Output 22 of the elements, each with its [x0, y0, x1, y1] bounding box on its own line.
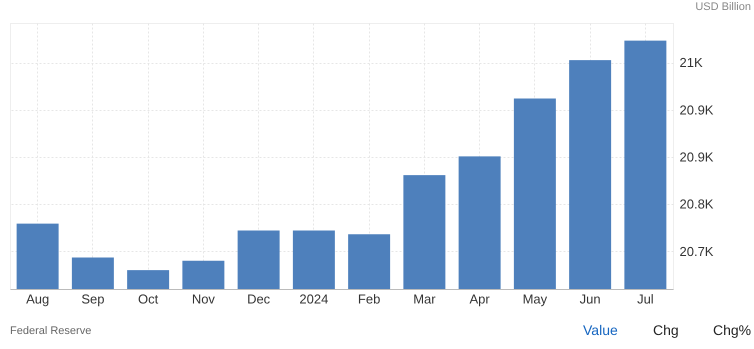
y-tick-label: 20.8K — [680, 196, 714, 212]
text: Chg% — [713, 322, 752, 338]
x-tick-label: May — [522, 292, 548, 306]
x-tick-label: Oct — [138, 292, 159, 306]
x-tick-label: Aug — [26, 292, 50, 306]
x-tick-label: Apr — [470, 292, 490, 306]
x-tick-label: Feb — [358, 292, 380, 306]
y-tick-label: 20.9K — [680, 149, 714, 164]
x-tick-label: Dec — [247, 292, 271, 306]
x-tick-label: Sep — [81, 292, 104, 306]
text: Chg — [653, 322, 679, 338]
x-tick-label: Mar — [413, 292, 436, 306]
y-tick-label: 20.9K — [680, 102, 714, 118]
text: Federal Reserve — [10, 325, 92, 337]
x-tick-label: 2024 — [299, 292, 328, 306]
x-tick-label: Jul — [637, 292, 654, 306]
text: Value — [583, 322, 618, 338]
y-tick-label: 21K — [680, 55, 703, 70]
y-axis-title: USD Billion — [695, 1, 751, 13]
x-tick-label: Nov — [192, 292, 216, 306]
y-tick-label: 20.7K — [680, 244, 714, 259]
x-tick-label: Jun — [580, 292, 601, 306]
